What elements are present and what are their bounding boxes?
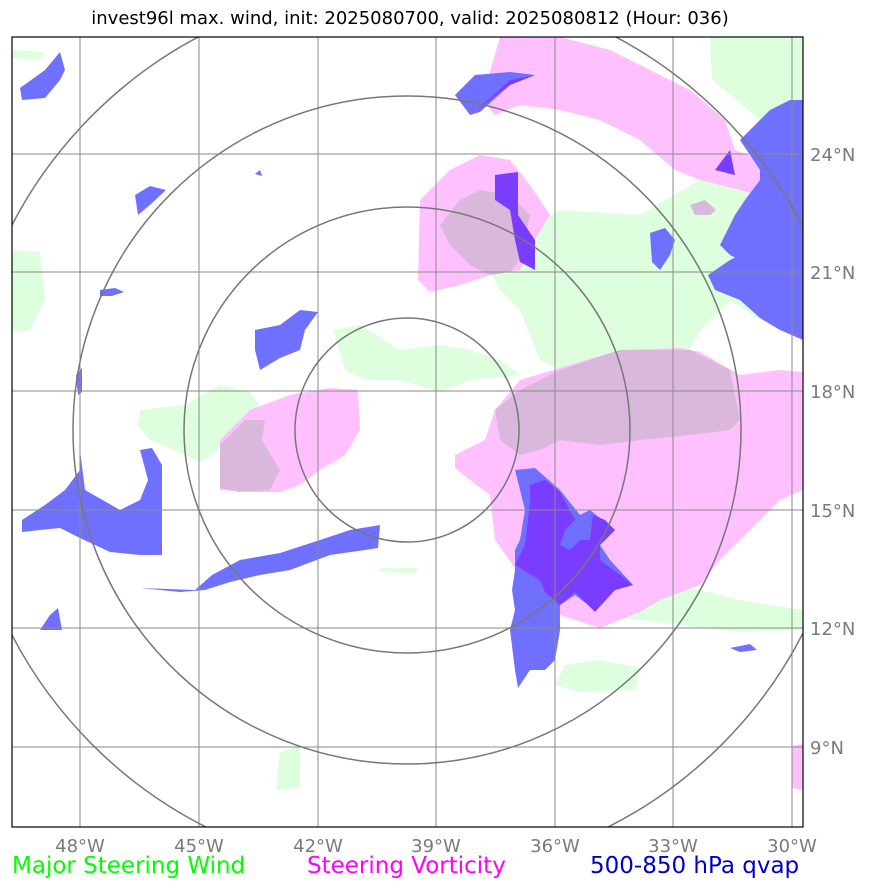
steering-vorticity-patch — [482, 37, 803, 250]
range-rings — [12, 37, 803, 827]
lon-tick-label: 45°W — [174, 836, 224, 857]
lat-tick-label: 9°N — [810, 738, 844, 759]
range-ring — [183, 206, 631, 654]
steering-vorticity-patch — [792, 744, 803, 790]
qvap-patch — [140, 525, 380, 592]
steering-wind-patch — [480, 180, 803, 370]
map-title: invest96l max. wind, init: 2025080700, v… — [91, 8, 729, 29]
legend-steering-vorticity: Steering Vorticity — [307, 853, 506, 879]
qvap-patch — [650, 228, 675, 270]
lon-tick-label: 39°W — [411, 836, 461, 857]
lon-tick-label: 48°W — [55, 836, 105, 857]
deep-overlap-patch — [715, 150, 735, 175]
lat-tick-label: 18°N — [810, 382, 855, 403]
overlap-layer — [220, 190, 740, 492]
qvap-patch — [255, 170, 262, 176]
qvap-patch — [22, 448, 162, 555]
steering-wind-patch — [138, 385, 262, 462]
lon-tick-label: 30°W — [767, 836, 817, 857]
deep-overlap-layer — [475, 75, 735, 612]
overlap-patch — [220, 420, 280, 492]
lat-tick-label: 12°N — [810, 619, 855, 640]
lon-tick-label: 36°W — [530, 836, 580, 857]
latitude-labels: 24°N 21°N 18°N 15°N 12°N 9°N — [810, 145, 855, 759]
lon-tick-label: 42°W — [293, 836, 343, 857]
overlap-patch — [495, 350, 740, 455]
lat-tick-label: 24°N — [810, 145, 855, 166]
steering-wind-patch — [380, 568, 418, 573]
plot-area — [12, 37, 803, 827]
graticule — [12, 37, 803, 827]
longitude-labels: 48°W 45°W 42°W 39°W 36°W 33°W 30°W — [55, 836, 817, 857]
qvap-patch — [255, 310, 318, 370]
steering-wind-patch — [276, 746, 300, 790]
lat-tick-label: 21°N — [810, 263, 855, 284]
steering-wind-patch — [555, 660, 640, 692]
overlap-patch — [690, 200, 716, 215]
deep-overlap-patch — [495, 172, 535, 270]
lon-tick-label: 33°W — [648, 836, 698, 857]
steering-wind-patch — [12, 250, 45, 332]
qvap-patch — [40, 608, 62, 630]
legend-steering-wind: Major Steering Wind — [12, 853, 246, 879]
lat-tick-label: 15°N — [810, 501, 855, 522]
qvap-patch — [730, 644, 757, 652]
legend-qvap: 500-850 hPa qvap — [590, 853, 800, 879]
plot-frame — [11, 36, 804, 828]
deep-overlap-patch — [515, 480, 633, 612]
range-ring — [294, 317, 520, 543]
steering-wind-layer — [12, 37, 803, 790]
qvap-patch — [135, 186, 166, 215]
range-ring — [72, 95, 742, 765]
overlap-patch — [440, 190, 530, 275]
steering-wind-patch — [12, 50, 45, 60]
qvap-patch — [20, 52, 65, 100]
qvap-patch — [720, 100, 803, 270]
steering-wind-patch — [333, 325, 520, 392]
qvap-patch — [100, 288, 124, 296]
